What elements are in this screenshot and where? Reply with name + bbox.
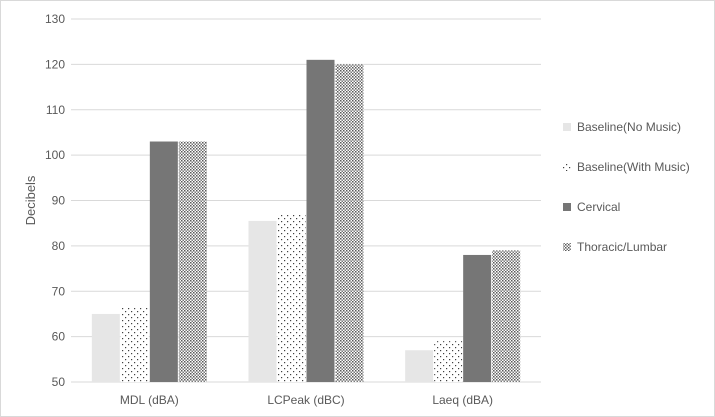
y-tick-label: 50 [52,375,66,389]
bar [306,59,335,383]
legend-label: Cervical [577,200,620,214]
y-axis-title: Decibels [23,175,38,225]
legend-swatch [563,123,571,131]
bars [91,59,521,383]
y-tick-label: 120 [45,57,65,71]
legend-label: Thoracic/Lumbar [577,240,667,254]
bar [434,341,463,382]
bar [149,141,178,382]
bar [277,214,306,382]
bar [248,220,277,382]
y-tick-label: 100 [45,148,65,162]
y-tick-label: 130 [45,12,65,26]
x-tick-label: Laeq (dBA) [432,393,493,407]
legend-swatch [563,243,571,251]
gridlines [71,18,541,383]
legend-label: Baseline(No Music) [577,120,681,134]
bar [91,313,120,382]
bar [405,350,434,382]
bar [335,64,364,382]
bar [120,307,149,382]
bar [178,141,207,382]
y-tick-label: 80 [52,239,66,253]
y-tick-label: 60 [52,330,66,344]
bar [463,254,492,382]
bar [492,250,521,382]
legend-label: Baseline(With Music) [577,160,690,174]
y-tick-label: 70 [52,284,66,298]
y-tick-label: 110 [46,103,65,117]
legend: Baseline(No Music) Baseline(With Music) Ce… [563,120,690,254]
x-tick-label: MDL (dBA) [120,393,179,407]
x-tick-label: LCPeak (dBC) [267,393,344,407]
y-tick-label: 90 [52,194,66,208]
legend-swatch [563,203,571,211]
tick-labels: 50 60 70 80 90 100 110 120 130 MDL (dBA) LCPeak (d… [45,12,493,407]
legend-swatch [563,163,571,171]
